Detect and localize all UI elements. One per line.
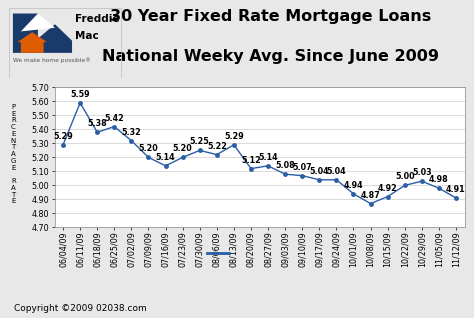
Text: 5.00: 5.00 [395,172,415,182]
Text: 5.04: 5.04 [327,167,346,176]
Text: Copyright ©2009 02038.com: Copyright ©2009 02038.com [14,304,147,313]
Text: 5.08: 5.08 [275,161,295,170]
Polygon shape [21,13,55,31]
Text: Mac: Mac [75,31,99,41]
Text: 5.29: 5.29 [224,132,244,141]
Text: 5.59: 5.59 [70,90,90,99]
Polygon shape [18,32,47,42]
Text: We make home possible®: We make home possible® [13,57,91,63]
Text: 30 Year Fixed Rate Mortgage Loans: 30 Year Fixed Rate Mortgage Loans [109,9,431,24]
Text: 5.04: 5.04 [310,167,329,176]
Text: 5.20: 5.20 [138,144,158,154]
Text: 5.42: 5.42 [104,114,124,123]
Text: 5.14: 5.14 [156,153,175,162]
Text: 4.98: 4.98 [429,175,449,184]
Text: 5.32: 5.32 [121,128,141,137]
Text: 5.12: 5.12 [241,156,261,165]
Text: 5.20: 5.20 [173,144,192,154]
Text: 5.25: 5.25 [190,137,210,147]
Text: 5.38: 5.38 [87,119,107,128]
Text: P
E
R
C
E
N
T
A
G
E
 
R
A
T
E: P E R C E N T A G E R A T E [10,104,16,204]
Text: 5.22: 5.22 [207,142,227,151]
Text: 4.94: 4.94 [344,181,363,190]
Text: 5.03: 5.03 [412,168,432,177]
Text: National Weeky Avg. Since June 2009: National Weeky Avg. Since June 2009 [102,49,438,64]
Text: 5.07: 5.07 [292,163,312,172]
Polygon shape [21,36,44,53]
Text: 5.14: 5.14 [258,153,278,162]
Text: 5.29: 5.29 [53,132,73,141]
Polygon shape [13,13,72,53]
Text: 4.92: 4.92 [378,184,398,193]
Text: Freddie: Freddie [75,14,120,24]
Text: 4.87: 4.87 [361,191,381,200]
Text: 4.91: 4.91 [446,185,466,194]
